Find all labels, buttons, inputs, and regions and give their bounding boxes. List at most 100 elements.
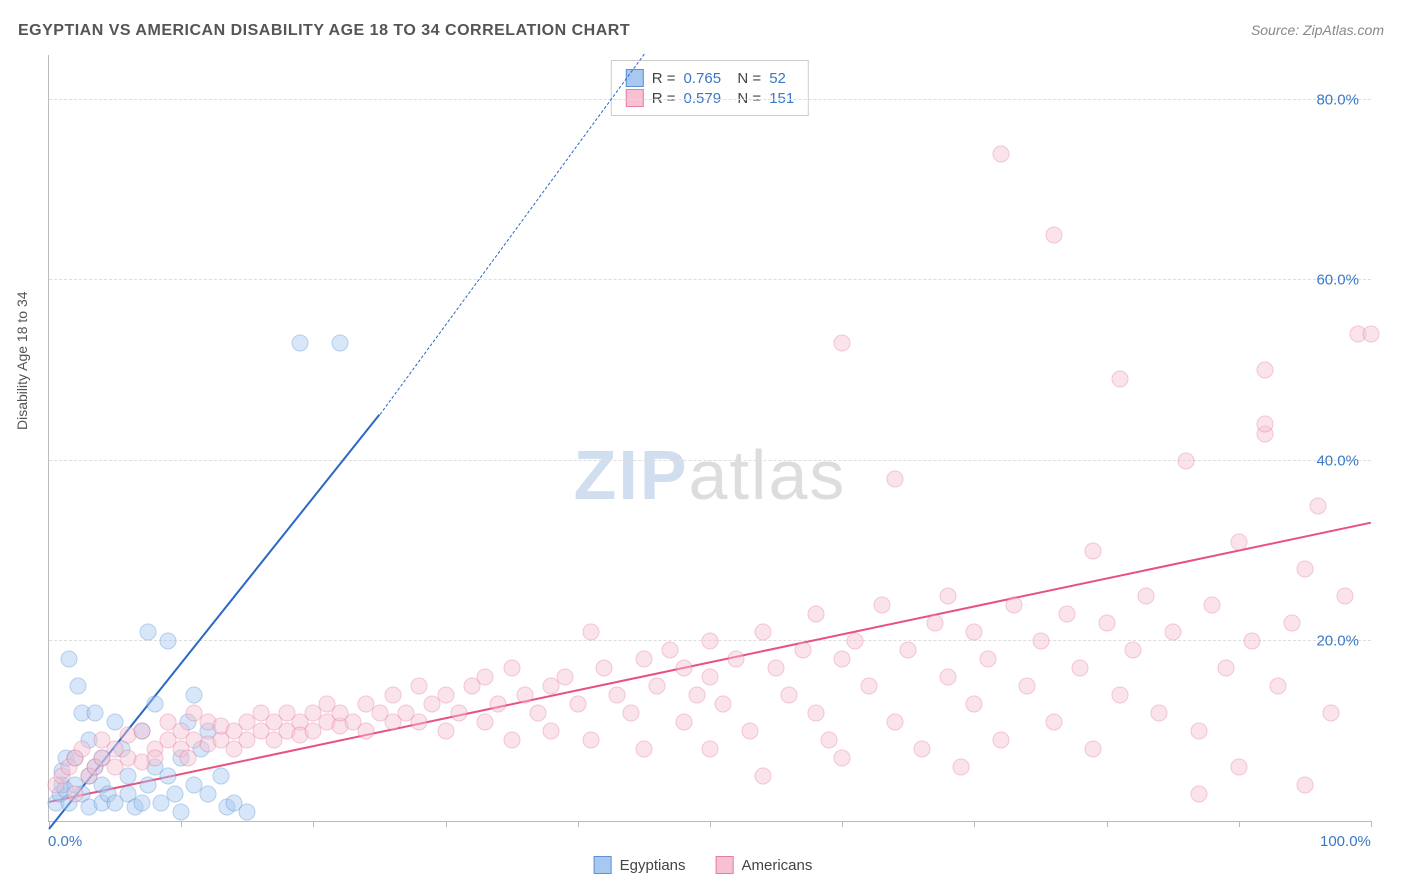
data-point <box>74 740 91 757</box>
source-label: Source: ZipAtlas.com <box>1251 22 1384 38</box>
data-point <box>503 659 520 676</box>
legend-swatch-icon <box>716 856 734 874</box>
data-point <box>569 695 586 712</box>
legend-row-americans: R = 0.579 N = 151 <box>626 89 794 107</box>
data-point <box>1125 641 1142 658</box>
data-point <box>675 713 692 730</box>
data-point <box>609 686 626 703</box>
data-point <box>1006 596 1023 613</box>
data-point <box>411 677 428 694</box>
data-point <box>1019 677 1036 694</box>
gridline <box>49 460 1371 461</box>
x-tick <box>1107 821 1108 827</box>
data-point <box>70 677 87 694</box>
x-tick <box>1239 821 1240 827</box>
data-point <box>140 623 157 640</box>
data-point <box>1045 227 1062 244</box>
data-point <box>516 686 533 703</box>
data-point <box>900 641 917 658</box>
watermark-atlas: atlas <box>689 436 847 514</box>
legend-item-egyptians: Egyptians <box>594 856 686 874</box>
legend-n-egyptians: 52 <box>769 70 786 87</box>
data-point <box>1336 587 1353 604</box>
data-point <box>1257 362 1274 379</box>
data-point <box>887 470 904 487</box>
data-point <box>702 740 719 757</box>
data-point <box>596 659 613 676</box>
watermark-zip: ZIP <box>574 436 689 514</box>
data-point <box>1244 632 1261 649</box>
data-point <box>490 695 507 712</box>
data-point <box>1111 371 1128 388</box>
legend-r-egyptians: 0.765 <box>684 70 722 87</box>
data-point <box>133 722 150 739</box>
data-point <box>781 686 798 703</box>
legend-swatch-icon <box>594 856 612 874</box>
data-point <box>702 632 719 649</box>
data-point <box>834 749 851 766</box>
x-tick <box>446 821 447 827</box>
data-point <box>583 623 600 640</box>
data-point <box>186 686 203 703</box>
data-point <box>173 804 190 821</box>
data-point <box>1111 686 1128 703</box>
data-point <box>1217 659 1234 676</box>
data-point <box>1363 326 1380 343</box>
data-point <box>1151 704 1168 721</box>
data-point <box>860 677 877 694</box>
data-point <box>530 704 547 721</box>
x-tick-label: 100.0% <box>1320 833 1371 850</box>
data-point <box>979 650 996 667</box>
data-point <box>1058 605 1075 622</box>
data-point <box>1283 614 1300 631</box>
data-point <box>166 785 183 802</box>
x-tick <box>842 821 843 827</box>
correlation-legend: R = 0.765 N = 52 R = 0.579 N = 151 <box>611 60 809 116</box>
data-point <box>992 731 1009 748</box>
chart-title: EGYPTIAN VS AMERICAN DISABILITY AGE 18 T… <box>18 22 630 40</box>
gridline <box>49 279 1371 280</box>
data-point <box>741 722 758 739</box>
legend-item-americans: Americans <box>716 856 813 874</box>
legend-n-label: N = <box>729 70 761 87</box>
data-point <box>939 668 956 685</box>
data-point <box>873 596 890 613</box>
data-point <box>87 704 104 721</box>
data-point <box>728 650 745 667</box>
data-point <box>140 776 157 793</box>
data-point <box>635 650 652 667</box>
data-point <box>702 668 719 685</box>
x-tick <box>313 821 314 827</box>
data-point <box>1230 758 1247 775</box>
x-tick <box>1371 821 1372 827</box>
legend-swatch-americans <box>626 89 644 107</box>
legend-n-americans: 151 <box>769 90 794 107</box>
data-point <box>1230 533 1247 550</box>
data-point <box>411 713 428 730</box>
data-point <box>331 335 348 352</box>
y-axis-label: Disability Age 18 to 34 <box>14 291 30 430</box>
data-point <box>107 713 124 730</box>
data-point <box>1085 542 1102 559</box>
y-tick-label: 60.0% <box>1316 272 1359 289</box>
x-tick <box>974 821 975 827</box>
data-point <box>60 650 77 667</box>
data-point <box>1323 704 1340 721</box>
data-point <box>966 623 983 640</box>
data-point <box>543 722 560 739</box>
data-point <box>1032 632 1049 649</box>
data-point <box>1204 596 1221 613</box>
data-point <box>133 794 150 811</box>
trend-line-dashed <box>379 54 644 415</box>
data-point <box>953 758 970 775</box>
data-point <box>887 713 904 730</box>
legend-label-americans: Americans <box>742 857 813 874</box>
legend-n-label: N = <box>729 90 761 107</box>
gridline <box>49 99 1371 100</box>
data-point <box>1270 677 1287 694</box>
data-point <box>794 641 811 658</box>
data-point <box>146 749 163 766</box>
data-point <box>649 677 666 694</box>
data-point <box>384 686 401 703</box>
data-point <box>939 587 956 604</box>
